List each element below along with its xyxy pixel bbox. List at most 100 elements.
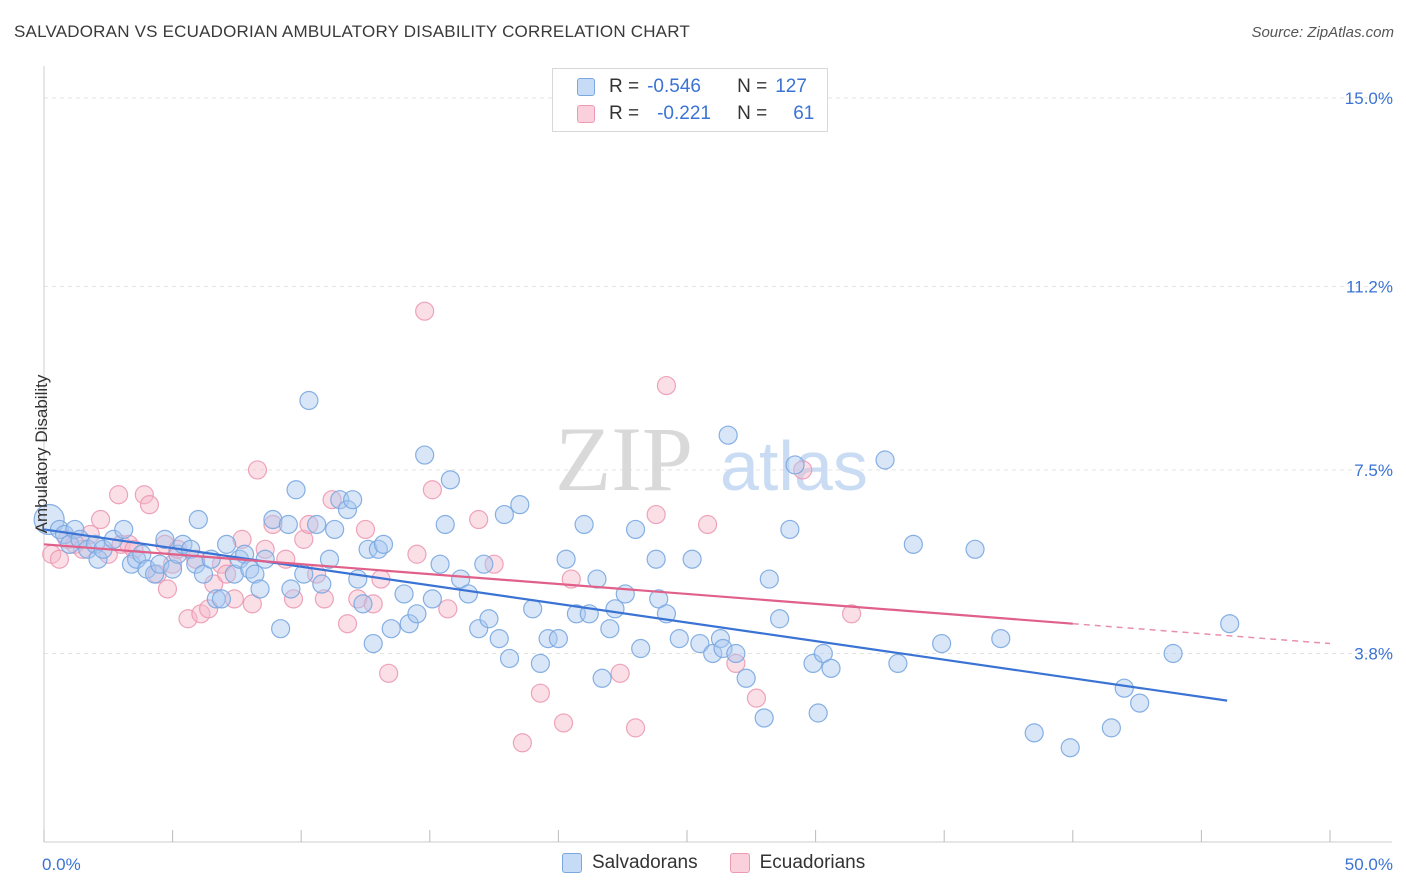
ecuadorian-point xyxy=(139,495,160,515)
bottom-legend-swatch-pink xyxy=(729,853,750,873)
salvadoran-point xyxy=(600,619,620,639)
salvadoran-point xyxy=(759,569,779,589)
salvadoran-point xyxy=(33,503,65,536)
salvadoran-point xyxy=(769,609,790,629)
ecuadorian-point xyxy=(242,594,262,614)
salvadoran-point xyxy=(556,549,576,569)
bottom-legend-ecuadorians: Ecuadorians xyxy=(729,852,865,874)
ecuadorians-trend-extension xyxy=(1072,622,1331,645)
salvadoran-point xyxy=(754,708,774,728)
salvadoran-point xyxy=(415,445,435,465)
ecuadorian-point xyxy=(337,614,358,634)
ecuadorian-point xyxy=(204,574,224,594)
salvadoran-point xyxy=(263,509,283,530)
salvadoran-point xyxy=(523,599,543,619)
x-tick-label: 0.0% xyxy=(42,855,81,874)
bottom-legend-swatch-blue xyxy=(562,853,582,873)
salvadoran-point xyxy=(631,638,651,659)
salvadoran-point xyxy=(1163,643,1183,664)
legend-swatch-blue xyxy=(577,78,595,96)
legend-swatch-pink xyxy=(577,105,595,123)
salvadoran-point xyxy=(703,643,723,664)
legend-n-label: N = xyxy=(737,103,768,124)
salvadoran-point xyxy=(307,514,327,535)
ecuadorian-point xyxy=(561,569,581,589)
y-axis-label: Ambulatory Disability xyxy=(32,374,51,534)
ecuadorian-point xyxy=(255,539,275,559)
salvadoran-point xyxy=(440,470,460,490)
salvadoran-point xyxy=(718,425,738,445)
ecuadorian-point xyxy=(232,529,252,549)
salvadoran-point xyxy=(713,638,733,659)
salvadoran-point xyxy=(530,653,550,674)
salvadoran-point xyxy=(780,519,800,540)
y-tick-label: 11.2% xyxy=(1346,277,1393,296)
salvadoran-point xyxy=(381,619,401,639)
ecuadorian-point xyxy=(422,480,442,500)
chart-title: SALVADORAN VS ECUADORIAN AMBULATORY DISA… xyxy=(14,22,690,41)
salvadorans-trend-line xyxy=(43,528,1228,702)
ecuadorian-point xyxy=(294,529,314,549)
salvadoran-point xyxy=(319,549,340,569)
ecuadorian-point xyxy=(530,683,550,703)
ecuadorian-point xyxy=(407,544,427,564)
ecuadorian-point xyxy=(512,733,532,753)
salvadoran-point xyxy=(60,534,80,554)
ecuadorian-point xyxy=(299,514,319,535)
salvadoran-point xyxy=(469,619,489,639)
legend-row-ecuadorians: R = -0.221 N = 61 xyxy=(577,102,814,126)
salvadoran-point xyxy=(808,703,828,723)
ecuadorian-point xyxy=(469,509,489,530)
salvadoran-point xyxy=(430,554,450,574)
legend-row-salvadorans: R = -0.546 N = 127 xyxy=(577,75,807,99)
salvadoran-point xyxy=(363,633,383,654)
salvadoran-point xyxy=(458,584,478,604)
ecuadorian-point xyxy=(842,604,862,624)
salvadoran-point xyxy=(407,604,427,624)
y-tick-label: 3.8% xyxy=(1354,644,1393,663)
ecuadorian-point xyxy=(646,504,666,525)
salvadoran-point xyxy=(813,643,833,664)
salvadoran-point xyxy=(353,594,373,614)
salvadoran-point xyxy=(250,579,270,599)
ecuadorian-point xyxy=(178,609,198,629)
salvadoran-point xyxy=(494,504,514,525)
bottom-legend: Salvadorans Ecuadorians xyxy=(562,852,897,874)
salvadoran-point xyxy=(312,574,332,594)
salvadoran-point xyxy=(1130,693,1150,713)
salvadoran-point xyxy=(1101,718,1121,738)
salvadoran-point xyxy=(821,658,841,678)
salvadoran-point xyxy=(548,628,569,649)
x-tick-label: 50.0% xyxy=(1345,855,1393,874)
ecuadorian-point xyxy=(415,301,435,321)
salvadoran-point xyxy=(1114,678,1134,698)
salvadoran-point xyxy=(1220,614,1240,634)
ecuadorian-point xyxy=(379,663,399,683)
bottom-legend-salvadorans: Salvadorans xyxy=(562,852,698,874)
salvadoran-point xyxy=(1060,738,1080,758)
bottom-legend-label: Salvadorans xyxy=(592,852,698,873)
trend-lines xyxy=(43,528,1331,702)
legend-n-value: 61 xyxy=(793,103,815,124)
salvadoran-point xyxy=(489,628,509,649)
salvadoran-point xyxy=(625,519,646,540)
ecuadorian-point xyxy=(90,509,111,530)
salvadoran-point xyxy=(325,519,345,540)
salvadoran-point xyxy=(669,628,689,649)
legend-r-value: -0.546 xyxy=(647,76,701,97)
salvadoran-point xyxy=(451,569,471,589)
salvadoran-point xyxy=(188,509,208,530)
ecuadorian-point xyxy=(726,653,746,674)
ecuadorian-point xyxy=(355,519,376,540)
salvadoran-point xyxy=(358,539,378,559)
salvadoran-point xyxy=(286,480,306,500)
salvadoran-point xyxy=(337,500,358,520)
salvadoran-point xyxy=(394,584,414,604)
salvadoran-point xyxy=(271,619,291,639)
y-tick-label: 7.5% xyxy=(1354,461,1393,480)
watermark-atlas: atlas xyxy=(720,427,868,505)
salvadoran-point xyxy=(150,554,170,574)
salvadoran-point xyxy=(932,633,952,654)
chart-source: Source: ZipAtlas.com xyxy=(1251,24,1394,41)
